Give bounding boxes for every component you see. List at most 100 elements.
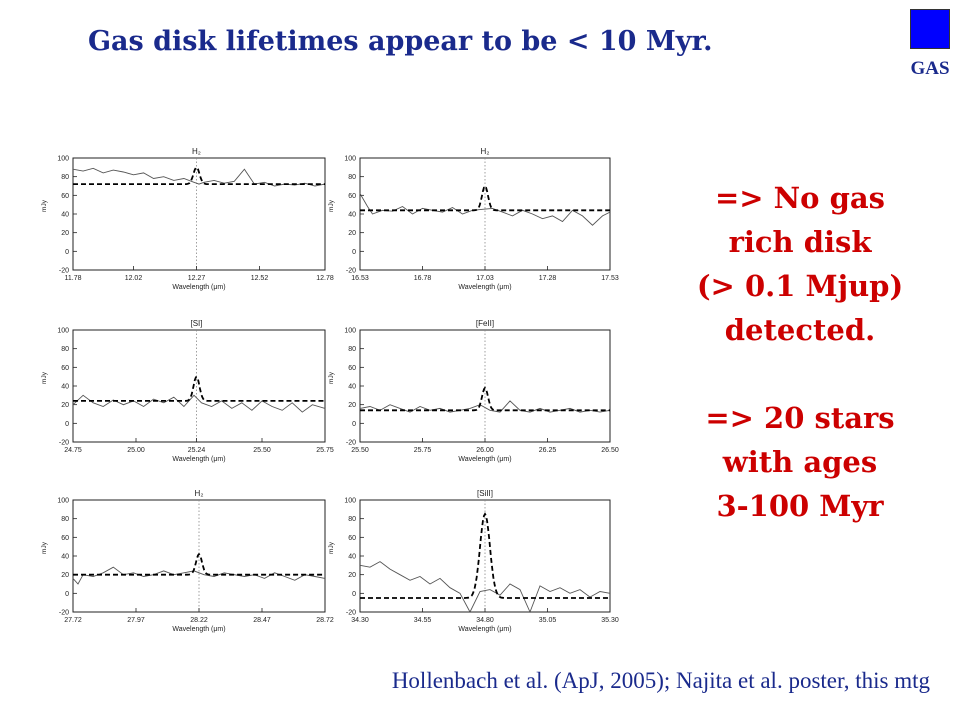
line-species-label: H₂ — [481, 147, 490, 156]
x-tick-label: 35.30 — [601, 617, 619, 624]
x-tick-label: 34.80 — [476, 617, 494, 624]
x-tick-label: 26.50 — [601, 447, 619, 454]
y-tick-label: 100 — [344, 328, 356, 335]
y-tick-label: 60 — [61, 365, 69, 372]
x-tick-label: 11.78 — [65, 275, 82, 282]
x-tick-label: 28.47 — [253, 617, 271, 624]
y-tick-label: -20 — [346, 610, 356, 617]
y-tick-label: 60 — [348, 365, 356, 372]
y-tick-label: 60 — [61, 193, 69, 200]
model-spectrum-line — [360, 184, 610, 212]
x-axis-label: Wavelength (μm) — [458, 626, 511, 633]
x-tick-label: 16.78 — [414, 275, 432, 282]
y-tick-label: 80 — [61, 346, 69, 353]
plot-frame — [72, 157, 326, 271]
y-tick-label: 60 — [61, 535, 69, 542]
conclusion-line: => No gas — [714, 181, 886, 215]
y-tick-label: 40 — [348, 384, 356, 391]
x-tick-label: 25.24 — [188, 447, 206, 454]
y-tick-label: 0 — [65, 591, 69, 598]
x-tick-label: 26.25 — [539, 447, 557, 454]
model-spectrum-line — [360, 512, 610, 599]
y-tick-label: 80 — [348, 174, 356, 181]
x-tick-label: 25.50 — [253, 447, 271, 454]
x-tick-label: 34.55 — [414, 617, 432, 624]
y-tick-label: 60 — [348, 535, 356, 542]
x-tick-label: 24.75 — [64, 447, 82, 454]
x-tick-label: 27.72 — [64, 617, 82, 624]
y-tick-label: 0 — [65, 249, 69, 256]
x-tick-label: 35.05 — [539, 617, 557, 624]
y-tick-label: -20 — [59, 268, 69, 275]
conclusion-line: with ages — [722, 445, 878, 479]
x-tick-label: 12.02 — [125, 275, 143, 282]
y-tick-label: 0 — [352, 591, 356, 598]
line-species-label: [FeII] — [476, 319, 494, 328]
spacer — [650, 352, 950, 396]
y-axis-label: mJy — [328, 199, 335, 212]
conclusion-line: rich disk — [728, 225, 872, 259]
model-spectrum-line — [73, 166, 325, 186]
conclusion-line: (> 0.1 Mjup) — [696, 269, 904, 303]
x-tick-label: 25.75 — [316, 447, 334, 454]
y-axis-label: mJy — [41, 541, 48, 554]
model-spectrum-line — [73, 375, 325, 402]
model-spectrum-line — [360, 386, 610, 412]
slide-title: Gas disk lifetimes appear to be < 10 Myr… — [88, 26, 713, 57]
model-spectrum-line — [73, 552, 325, 576]
y-axis-label: mJy — [328, 371, 335, 384]
y-tick-label: 40 — [61, 554, 69, 561]
y-tick-label: 100 — [344, 156, 356, 163]
x-axis-label: Wavelength (μm) — [458, 456, 511, 463]
x-tick-label: 17.53 — [601, 275, 619, 282]
y-tick-label: 100 — [344, 498, 356, 505]
gas-category-icon — [910, 9, 950, 49]
y-tick-label: 100 — [57, 328, 69, 335]
x-tick-label: 27.97 — [127, 617, 145, 624]
x-tick-label: 25.50 — [351, 447, 369, 454]
y-tick-label: 0 — [65, 421, 69, 428]
y-tick-label: 40 — [348, 212, 356, 219]
observed-spectrum-line — [359, 400, 611, 413]
observed-spectrum-line — [72, 394, 326, 413]
x-tick-label: 16.53 — [351, 275, 369, 282]
x-axis-label: Wavelength (μm) — [458, 284, 511, 291]
observed-spectrum-line — [359, 193, 611, 226]
y-axis-label: mJy — [41, 371, 48, 384]
spectra-panel-grid: -20 0 20 40 60 80 100 11.78 12.02 12.27 12.52 12.78… — [41, 147, 619, 633]
y-tick-label: 80 — [348, 516, 356, 523]
y-tick-label: 60 — [348, 193, 356, 200]
x-tick-label: 12.52 — [251, 275, 269, 282]
x-tick-label: 34.30 — [351, 617, 369, 624]
x-tick-label: 26.00 — [476, 447, 494, 454]
y-tick-label: 100 — [57, 156, 69, 163]
y-tick-label: 40 — [61, 384, 69, 391]
x-tick-label: 17.28 — [539, 275, 557, 282]
line-species-label: H₂ — [192, 147, 201, 156]
y-tick-label: 20 — [348, 230, 356, 237]
y-tick-label: 80 — [348, 346, 356, 353]
gas-label: GAS — [910, 58, 950, 79]
line-species-label: H₂ — [195, 489, 204, 498]
x-tick-label: 17.03 — [476, 275, 494, 282]
citation: Hollenbach et al. (ApJ, 2005); Najita et… — [391, 668, 930, 693]
y-tick-label: -20 — [59, 440, 69, 447]
conclusion-line: 3-100 Myr — [716, 489, 884, 523]
y-tick-label: -20 — [346, 268, 356, 275]
y-tick-label: 20 — [348, 572, 356, 579]
y-tick-label: 0 — [352, 249, 356, 256]
x-tick-label: 25.75 — [414, 447, 432, 454]
y-tick-label: -20 — [59, 610, 69, 617]
y-tick-label: 0 — [352, 421, 356, 428]
y-tick-label: 40 — [61, 212, 69, 219]
plot-frame — [72, 329, 326, 443]
x-tick-label: 28.22 — [190, 617, 208, 624]
x-tick-label: 25.00 — [127, 447, 145, 454]
x-axis-label: Wavelength (μm) — [172, 626, 225, 633]
y-tick-label: 20 — [348, 402, 356, 409]
y-tick-label: 20 — [61, 572, 69, 579]
x-axis-label: Wavelength (μm) — [172, 284, 225, 291]
line-species-label: [SiII] — [477, 489, 493, 498]
line-species-label: [SI] — [190, 319, 202, 328]
x-tick-label: 12.27 — [188, 275, 206, 282]
